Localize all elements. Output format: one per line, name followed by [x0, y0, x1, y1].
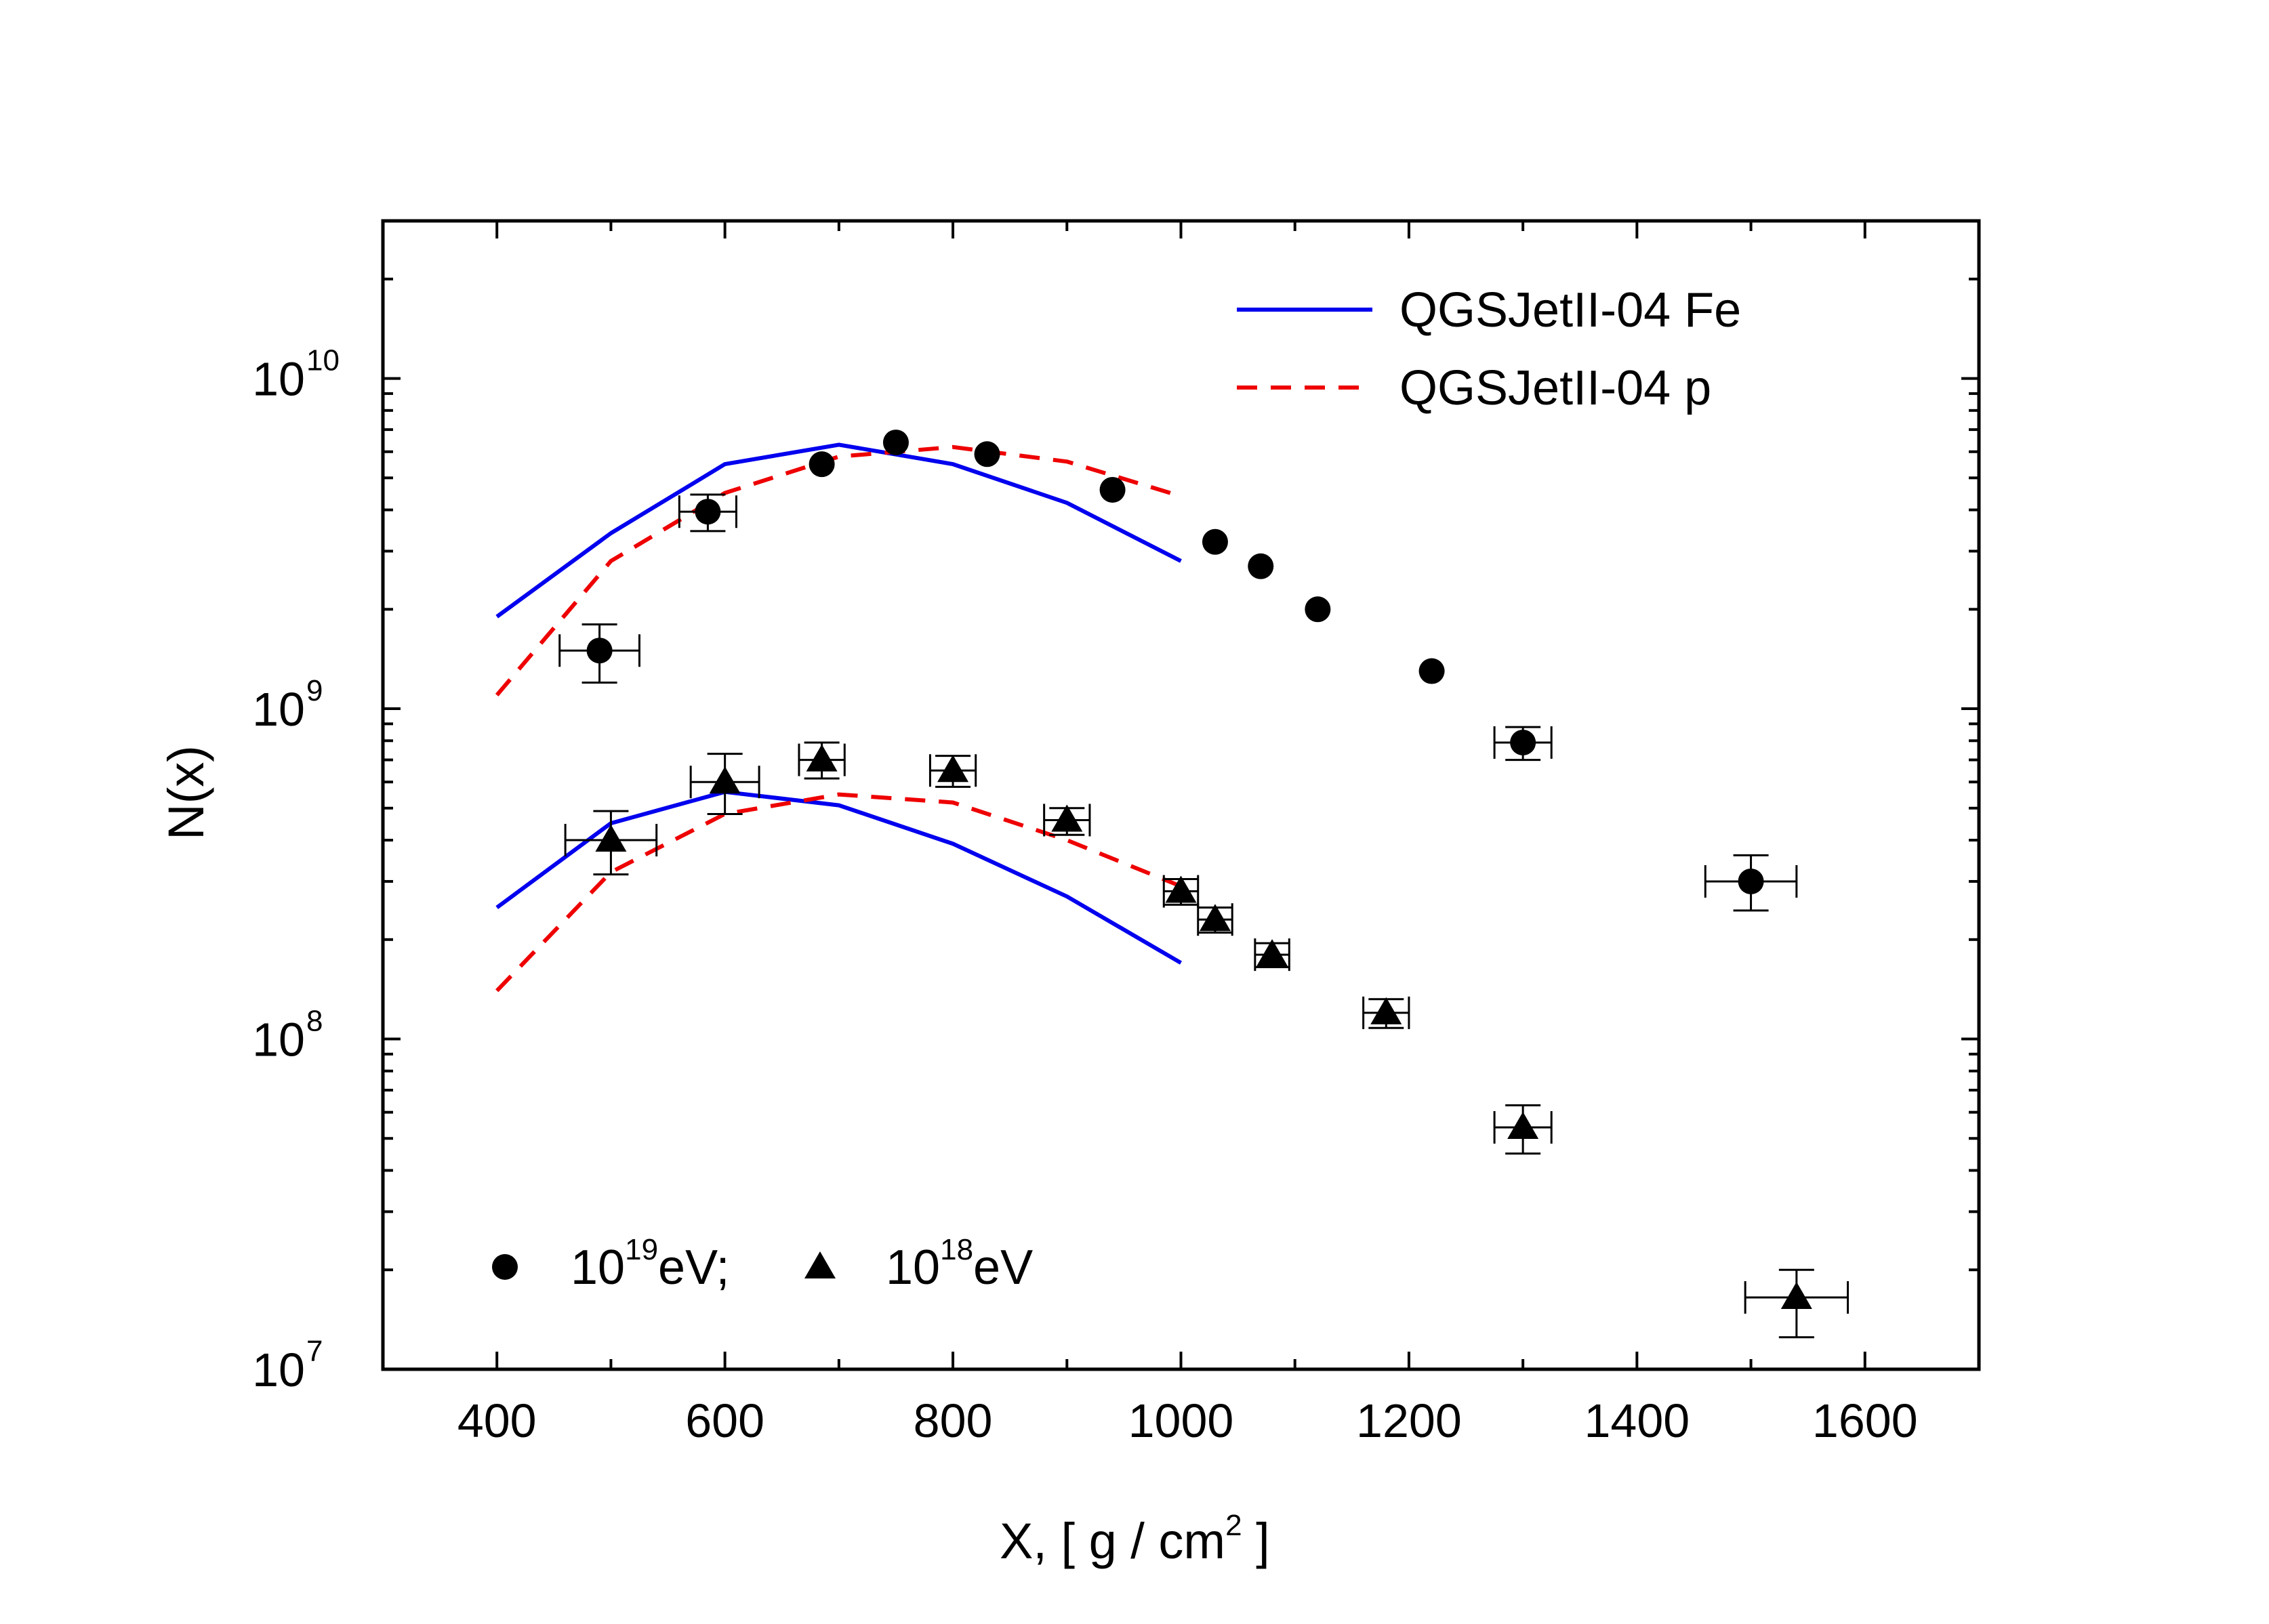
data-point-1e19 — [1202, 528, 1228, 555]
y-tick-exponent: 8 — [306, 1005, 323, 1038]
y-tick-exponent: 9 — [306, 674, 323, 707]
model-line-p — [495, 792, 1182, 993]
major-ticks — [383, 221, 1979, 1371]
data-point-1e19 — [882, 430, 909, 456]
data-point-1e18 — [1256, 939, 1288, 967]
data-point-1e18 — [595, 825, 627, 852]
legend-p-label: QGSJetII-04 p — [1399, 361, 1711, 415]
y-tick-label: 10 — [252, 1014, 305, 1066]
x-tick-label: 600 — [685, 1394, 764, 1447]
data-point-1e19 — [1305, 596, 1331, 623]
x-tick-label: 1400 — [1584, 1394, 1690, 1447]
x-tick-label: 1600 — [1812, 1394, 1918, 1447]
legend-triangle-marker — [804, 1251, 836, 1278]
model-line-p — [495, 444, 1182, 696]
plot-frame — [381, 219, 1981, 1371]
data-point-1e18 — [1507, 1111, 1539, 1139]
data-point-1e18 — [1199, 904, 1231, 932]
x-tick-label: 1000 — [1128, 1394, 1234, 1447]
x-tick-label: 400 — [457, 1394, 537, 1447]
model-line-fe — [495, 789, 1183, 965]
legend-1e19-label: 1019eV; — [571, 1233, 729, 1295]
y-tick-label: 10 — [252, 353, 305, 406]
y-tick-label: 10 — [252, 1344, 305, 1396]
data-point-1e19 — [809, 451, 835, 478]
data-point-1e19 — [1738, 868, 1764, 894]
x-tick-label: 800 — [914, 1394, 993, 1447]
legend-data: 1019eV; 1018eV — [492, 1233, 1033, 1295]
legend-fe-label: QGSJetII-04 Fe — [1399, 283, 1741, 337]
data-point-1e18 — [937, 755, 969, 783]
y-tick-exponent: 10 — [306, 344, 340, 377]
x-tick-label: 1200 — [1356, 1394, 1462, 1447]
data-point-1e19 — [695, 499, 721, 525]
markers — [586, 430, 1812, 1309]
legend-1e18-label: 1018eV — [886, 1233, 1033, 1295]
data-point-1e19 — [1248, 553, 1274, 579]
data-point-1e19 — [974, 441, 1000, 467]
minor-ticks — [382, 220, 1980, 1369]
data-point-1e18 — [709, 766, 741, 794]
data-point-1e19 — [1099, 476, 1126, 503]
data-point-1e18 — [1165, 875, 1197, 903]
data-point-1e19 — [586, 638, 613, 664]
data-point-1e19 — [1418, 658, 1445, 684]
legend-circle-marker — [492, 1254, 518, 1280]
legend-models: QGSJetII-04 Fe QGSJetII-04 p — [1237, 283, 1741, 415]
x-tick-labels: 400 600 800 1000 1200 1400 1600 — [457, 1394, 1918, 1447]
model-lines — [495, 442, 1183, 993]
data-point-1e18 — [806, 744, 838, 772]
x-axis-title: X, [ g / cm2 ] — [1000, 1509, 1270, 1569]
data-point-1e18 — [1370, 997, 1402, 1024]
y-axis-title: N(x) — [158, 745, 214, 840]
data-point-1e19 — [1510, 729, 1536, 755]
y-tick-label: 10 — [252, 683, 305, 736]
model-line-fe — [495, 442, 1182, 619]
error-bars — [558, 493, 1849, 1339]
y-tick-exponent: 7 — [306, 1335, 323, 1368]
data-point-1e18 — [1051, 804, 1083, 832]
data-point-1e18 — [1780, 1281, 1812, 1309]
